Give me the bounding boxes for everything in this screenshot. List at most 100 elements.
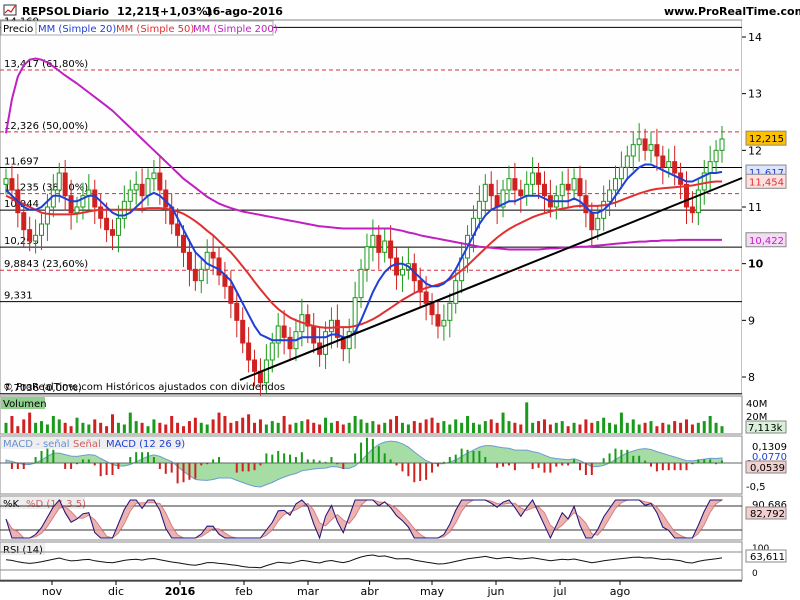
volume-bar xyxy=(359,419,363,433)
volume-bar xyxy=(661,422,665,433)
candle-body xyxy=(323,331,329,355)
macd-hist-bar xyxy=(419,463,422,481)
candle-body xyxy=(27,229,33,242)
volume-bar xyxy=(560,421,564,433)
macd-hist-bar xyxy=(70,463,73,469)
macd-hist-bar xyxy=(117,463,120,469)
macd-hist-bar xyxy=(715,463,718,465)
volume-bar xyxy=(75,417,79,433)
fib-label: 13,417 (61,80%) xyxy=(4,59,88,70)
macd-hist-bar xyxy=(64,463,67,469)
candle-body xyxy=(334,319,340,338)
candle-body xyxy=(719,138,725,151)
macd-hist-bar xyxy=(152,457,155,463)
candle-body xyxy=(399,268,405,276)
rsi-badge xyxy=(745,549,787,563)
macd-hist-bar xyxy=(306,459,309,463)
date-tick-label: 2016 xyxy=(165,585,196,598)
candle-body xyxy=(110,229,116,236)
macd-hist-bar xyxy=(431,463,434,473)
macd-hist-bar xyxy=(478,451,481,463)
macd-hist-bar xyxy=(691,463,694,465)
macd-hist-bar xyxy=(318,460,321,463)
macd-hist-bar xyxy=(312,459,315,463)
macd-hist-bar xyxy=(395,463,398,466)
candle-body xyxy=(583,195,589,214)
volume-bar xyxy=(483,421,487,433)
price-change: (+1,03%) xyxy=(155,5,212,18)
volume-bar xyxy=(122,424,126,433)
volume-bar xyxy=(235,421,239,433)
volume-bar xyxy=(696,422,700,433)
header-bar xyxy=(0,0,800,20)
date-tick-label: dic xyxy=(108,585,124,598)
candle-body xyxy=(263,359,269,384)
value-badge-mm200 xyxy=(745,232,787,248)
candle-body xyxy=(376,234,382,253)
volume-bar xyxy=(28,412,32,433)
candle-body xyxy=(210,251,216,259)
macd-hist-bar xyxy=(76,463,79,465)
macd-hist-bar xyxy=(413,463,416,483)
volume-bar xyxy=(406,424,410,433)
candle-body xyxy=(382,240,388,253)
fib-label: 9,331 xyxy=(4,291,33,302)
candle-body xyxy=(642,138,648,151)
macd-hist-bar xyxy=(52,449,55,463)
volume-bar xyxy=(525,402,529,433)
volume-bar xyxy=(584,419,588,433)
volume-bar xyxy=(294,422,298,433)
fib-label: 7,7036 (0,00%) xyxy=(4,383,82,394)
volume-bar xyxy=(146,426,150,433)
macd-hist-bar xyxy=(543,463,546,473)
macd-hist-bar xyxy=(638,455,641,463)
volume-bar xyxy=(22,419,26,433)
site-url[interactable]: www.ProRealTime.com xyxy=(664,5,800,18)
macd-hist-bar xyxy=(22,463,25,469)
volume-bar xyxy=(247,414,251,433)
volume-bar xyxy=(158,422,162,433)
rsi-value: 63,611 xyxy=(750,552,785,563)
volume-bar xyxy=(466,416,470,433)
macd-hist-bar xyxy=(259,463,262,466)
macd-hist-bar xyxy=(567,463,570,466)
macd-hist-bar xyxy=(472,451,475,463)
volume-bar xyxy=(335,421,339,433)
macd-hist-bar xyxy=(170,463,173,473)
volume-bar xyxy=(288,424,292,433)
volume-bar xyxy=(714,422,718,433)
volume-bar xyxy=(430,417,434,433)
candle-body xyxy=(175,223,181,236)
macd-hist-bar xyxy=(289,454,292,463)
macd-hist-bar xyxy=(10,463,13,469)
candle-body xyxy=(435,314,441,327)
macd-hist-bar xyxy=(141,452,144,463)
candle-body xyxy=(577,178,583,197)
mm200-line xyxy=(5,57,722,251)
volume-bar xyxy=(679,422,683,433)
volume-bar xyxy=(128,412,132,433)
volume-bar xyxy=(81,422,85,433)
candle-body xyxy=(240,319,246,344)
macd-hist-bar xyxy=(632,455,635,463)
macd-hist-bar xyxy=(436,463,439,467)
macd-hist-bar xyxy=(200,463,203,466)
candle-body xyxy=(565,183,571,191)
candle-body xyxy=(559,183,565,197)
candle-body xyxy=(683,183,689,208)
volume-bar xyxy=(140,422,144,433)
candle-body xyxy=(476,200,482,219)
candle-body xyxy=(518,189,524,197)
rsi-label: RSI (14) xyxy=(3,545,43,556)
macd-hist-bar xyxy=(496,463,499,468)
volume-axis-20m: 20M xyxy=(746,412,767,423)
macd-hist-bar xyxy=(703,459,706,463)
volume-bar xyxy=(111,414,115,433)
candle-body xyxy=(145,178,151,197)
macd-hist-bar xyxy=(466,449,469,463)
macd-hist-bar xyxy=(147,452,150,463)
stoch-panel xyxy=(0,495,743,541)
candle-body xyxy=(62,172,68,197)
macd-legend-box xyxy=(1,437,183,449)
